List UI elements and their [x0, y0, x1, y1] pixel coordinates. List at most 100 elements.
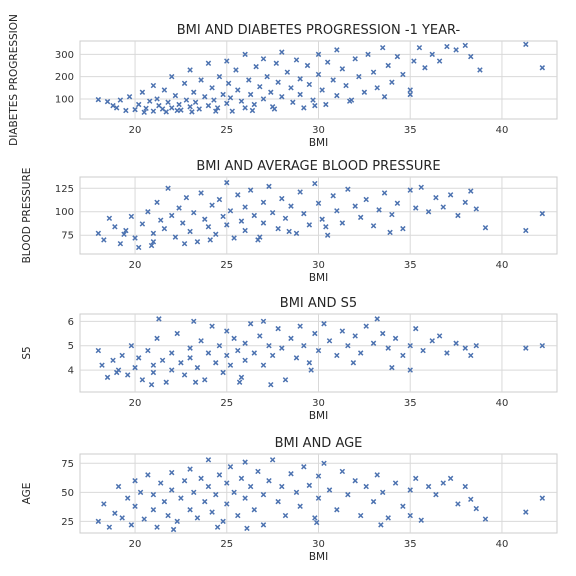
data-point: [260, 318, 267, 325]
data-point: [238, 98, 245, 104]
data-point: [169, 73, 175, 80]
x-tick-label: 20: [129, 539, 142, 550]
data-point: [205, 350, 212, 356]
data-point: [468, 188, 474, 194]
data-point: [205, 483, 212, 490]
data-point: [418, 517, 424, 523]
data-point: [99, 362, 105, 368]
data-point: [183, 97, 190, 103]
data-point: [187, 67, 193, 73]
data-point: [247, 483, 254, 490]
data-point: [132, 106, 138, 113]
data-point: [264, 73, 270, 80]
chart-title: BMI AND DIABETES PROGRESSION -1 YEAR-: [177, 23, 461, 38]
data-point: [146, 98, 153, 104]
data-point: [209, 202, 215, 208]
data-point: [148, 381, 155, 388]
data-point: [306, 482, 313, 489]
x-tick-label: 30: [312, 125, 325, 136]
data-point: [202, 498, 208, 505]
data-point: [235, 512, 241, 519]
data-point: [244, 525, 250, 532]
data-point: [128, 213, 135, 220]
data-point: [224, 100, 230, 107]
data-point: [297, 323, 303, 329]
data-point: [339, 220, 346, 226]
x-axis-label: BMI: [309, 137, 328, 149]
data-point: [453, 340, 459, 346]
data-point: [539, 210, 546, 217]
data-point: [181, 372, 188, 378]
data-point: [400, 503, 406, 510]
data-point: [420, 347, 426, 354]
data-point: [363, 483, 369, 490]
y-axis-label: AGE: [21, 483, 33, 505]
data-point: [444, 43, 450, 50]
data-point: [523, 345, 529, 351]
data-point: [178, 360, 184, 366]
data-point: [209, 509, 215, 515]
data-point: [444, 350, 450, 356]
y-tick-label: 4: [68, 366, 74, 377]
data-point: [288, 335, 294, 342]
data-point: [119, 515, 125, 521]
data-point: [440, 204, 446, 210]
data-point: [297, 91, 303, 98]
data-point: [104, 374, 111, 381]
data-point: [257, 83, 263, 90]
data-point: [236, 379, 243, 385]
data-point: [194, 239, 201, 245]
data-point: [293, 489, 300, 496]
data-point: [251, 212, 258, 219]
data-point: [539, 342, 546, 349]
x-axis-label: BMI: [309, 551, 328, 563]
data-point: [279, 483, 285, 490]
data-point: [326, 338, 333, 344]
data-point: [379, 44, 386, 51]
data-point: [225, 80, 232, 87]
data-point: [275, 325, 281, 332]
data-point: [433, 491, 439, 498]
data-point: [224, 222, 230, 228]
data-point: [169, 469, 175, 476]
data-point: [148, 242, 155, 249]
data-point: [352, 56, 358, 62]
data-point: [191, 489, 197, 496]
data-point: [312, 515, 318, 521]
data-point: [257, 234, 263, 240]
data-point: [394, 200, 401, 207]
data-point: [150, 491, 157, 498]
data-point: [227, 464, 234, 470]
data-point: [139, 89, 146, 95]
data-point: [132, 503, 138, 510]
data-point: [301, 464, 307, 470]
data-point: [539, 65, 546, 71]
data-point: [345, 186, 351, 192]
x-tick-label: 35: [404, 125, 417, 136]
data-point: [260, 56, 267, 62]
data-point: [376, 207, 382, 213]
data-point: [357, 512, 364, 519]
data-point: [268, 89, 274, 95]
data-point: [191, 89, 197, 95]
data-point: [170, 526, 177, 533]
data-point: [106, 215, 113, 222]
x-tick-label: 20: [129, 125, 142, 136]
data-point: [227, 208, 234, 214]
x-tick-label: 40: [496, 539, 509, 550]
data-point: [95, 518, 102, 525]
data-point: [216, 472, 223, 478]
data-point: [301, 105, 307, 111]
data-point: [385, 345, 391, 351]
data-point: [135, 244, 142, 251]
data-point: [363, 323, 369, 329]
data-point: [273, 60, 280, 67]
data-point: [251, 101, 258, 108]
data-point: [169, 350, 175, 356]
data-point: [468, 53, 474, 60]
data-point: [207, 237, 213, 243]
data-point: [312, 330, 318, 337]
data-point: [198, 338, 204, 344]
data-point: [411, 58, 417, 64]
data-point: [189, 109, 195, 115]
